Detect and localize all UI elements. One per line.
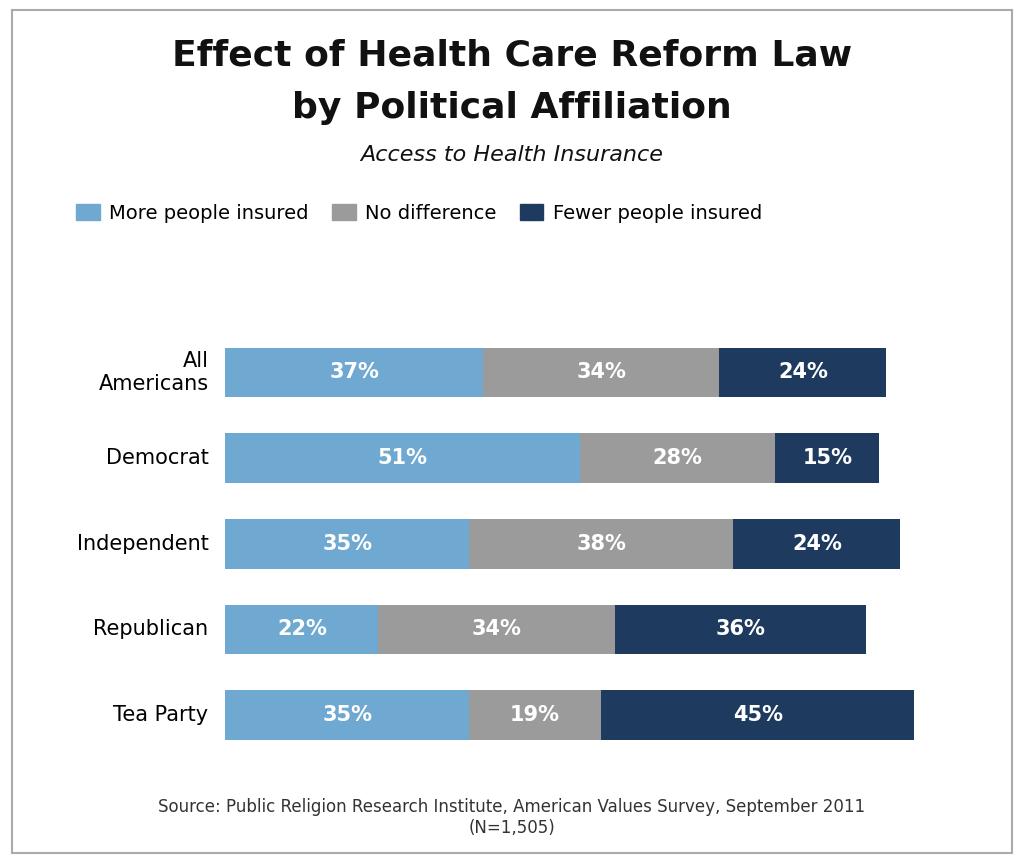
Bar xyxy=(733,519,900,569)
Text: 36%: 36% xyxy=(716,620,765,639)
Text: 45%: 45% xyxy=(732,705,782,725)
Bar xyxy=(225,433,581,483)
Text: 34%: 34% xyxy=(472,620,521,639)
Bar xyxy=(482,348,720,397)
Text: 35%: 35% xyxy=(323,705,372,725)
Text: 19%: 19% xyxy=(510,705,560,725)
Text: Effect of Health Care Reform Law: Effect of Health Care Reform Law xyxy=(172,39,852,72)
Bar xyxy=(601,690,914,740)
Text: Access to Health Insurance: Access to Health Insurance xyxy=(360,145,664,165)
Bar xyxy=(581,433,775,483)
Bar xyxy=(615,604,865,654)
Text: 22%: 22% xyxy=(276,620,327,639)
Text: 35%: 35% xyxy=(323,533,372,554)
Bar xyxy=(225,348,482,397)
Text: 51%: 51% xyxy=(378,448,428,468)
Bar xyxy=(775,433,880,483)
Text: by Political Affiliation: by Political Affiliation xyxy=(292,91,732,124)
Bar xyxy=(469,690,601,740)
Bar xyxy=(720,348,887,397)
Bar xyxy=(225,690,469,740)
Bar xyxy=(469,519,733,569)
Text: 38%: 38% xyxy=(577,533,626,554)
Text: 15%: 15% xyxy=(802,448,852,468)
Text: 24%: 24% xyxy=(792,533,842,554)
Bar xyxy=(225,519,469,569)
Bar xyxy=(379,604,615,654)
Bar xyxy=(225,604,379,654)
Text: 37%: 37% xyxy=(329,362,379,382)
Legend: More people insured, No difference, Fewer people insured: More people insured, No difference, Fewe… xyxy=(76,204,762,223)
Text: 24%: 24% xyxy=(778,362,827,382)
Text: 28%: 28% xyxy=(652,448,702,468)
Text: Source: Public Religion Research Institute, American Values Survey, September 20: Source: Public Religion Research Institu… xyxy=(159,798,865,837)
Text: 34%: 34% xyxy=(577,362,626,382)
